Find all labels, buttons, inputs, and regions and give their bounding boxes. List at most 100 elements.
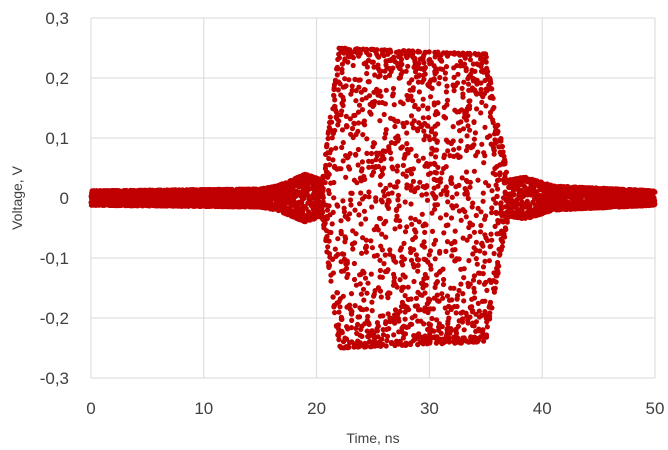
data-point — [388, 115, 394, 121]
data-point — [459, 319, 466, 325]
data-point — [305, 185, 311, 191]
data-point — [400, 162, 406, 168]
data-point — [433, 147, 440, 153]
data-point — [337, 304, 343, 310]
data-point — [404, 224, 410, 230]
data-point — [445, 199, 451, 205]
data-point — [415, 48, 421, 54]
data-point — [413, 64, 419, 70]
data-point — [404, 168, 410, 174]
data-point — [480, 243, 486, 249]
data-point — [375, 334, 381, 340]
data-point — [335, 87, 341, 93]
data-point — [523, 174, 529, 180]
data-point — [425, 106, 431, 112]
data-point — [412, 216, 418, 223]
data-point — [460, 235, 466, 241]
data-point — [397, 52, 403, 58]
data-point — [459, 175, 465, 181]
data-point — [467, 98, 473, 104]
data-point — [416, 219, 422, 225]
data-point — [353, 325, 359, 331]
data-point — [412, 58, 418, 64]
data-point — [492, 140, 498, 146]
data-point — [372, 164, 378, 170]
data-point — [460, 291, 466, 297]
data-point — [482, 124, 488, 130]
data-point — [484, 324, 490, 330]
data-point — [461, 275, 467, 281]
data-point — [456, 287, 462, 294]
data-point — [495, 220, 501, 226]
data-point — [465, 317, 471, 323]
data-point — [456, 182, 462, 188]
data-point — [484, 134, 491, 140]
data-point — [331, 92, 337, 98]
data-point — [463, 147, 470, 154]
data-point — [434, 279, 440, 285]
data-point — [385, 191, 391, 197]
data-point — [484, 65, 490, 71]
data-point — [273, 206, 279, 212]
data-point — [339, 316, 345, 322]
data-point — [483, 279, 489, 285]
data-point — [379, 247, 385, 253]
data-point — [361, 61, 367, 67]
data-point — [465, 123, 471, 129]
data-point — [433, 170, 439, 176]
data-point — [527, 203, 533, 209]
data-point — [364, 136, 370, 142]
data-point — [399, 325, 405, 331]
data-point — [450, 247, 456, 253]
data-point — [413, 295, 419, 301]
data-point — [435, 164, 441, 170]
data-point — [529, 176, 535, 182]
data-point — [372, 288, 378, 294]
data-point — [383, 131, 389, 137]
data-point — [347, 306, 353, 312]
data-point — [422, 221, 428, 227]
data-point — [429, 210, 435, 216]
data-point — [381, 47, 387, 53]
data-point — [421, 128, 427, 134]
data-point — [482, 258, 488, 264]
data-point — [441, 114, 447, 120]
data-point — [474, 106, 480, 112]
data-point — [366, 189, 372, 195]
data-point — [478, 209, 484, 215]
data-point — [386, 326, 392, 332]
data-point — [458, 217, 464, 223]
data-point — [412, 303, 418, 309]
data-point — [461, 266, 467, 272]
data-point — [427, 79, 433, 85]
data-point — [488, 231, 494, 237]
data-point — [451, 147, 457, 153]
data-point — [488, 141, 494, 147]
data-point — [408, 93, 414, 99]
data-point — [411, 264, 417, 270]
data-point — [449, 253, 455, 259]
data-point — [465, 81, 472, 87]
data-point — [329, 221, 335, 227]
data-point — [404, 146, 410, 153]
data-point — [341, 268, 347, 274]
data-point — [427, 338, 433, 344]
data-point — [393, 207, 399, 213]
data-point — [446, 315, 452, 321]
data-point — [421, 137, 427, 143]
data-point — [234, 203, 240, 209]
data-point — [460, 126, 467, 132]
data-point — [433, 154, 439, 160]
data-point — [424, 301, 430, 307]
data-point — [368, 238, 374, 244]
data-point — [421, 76, 427, 82]
data-point — [438, 52, 444, 58]
data-point — [375, 92, 381, 98]
data-point — [344, 324, 350, 330]
data-point — [402, 293, 408, 299]
data-point — [450, 338, 456, 344]
data-point — [339, 144, 345, 151]
data-point — [469, 143, 476, 149]
data-point — [89, 194, 95, 200]
data-point — [186, 191, 193, 198]
